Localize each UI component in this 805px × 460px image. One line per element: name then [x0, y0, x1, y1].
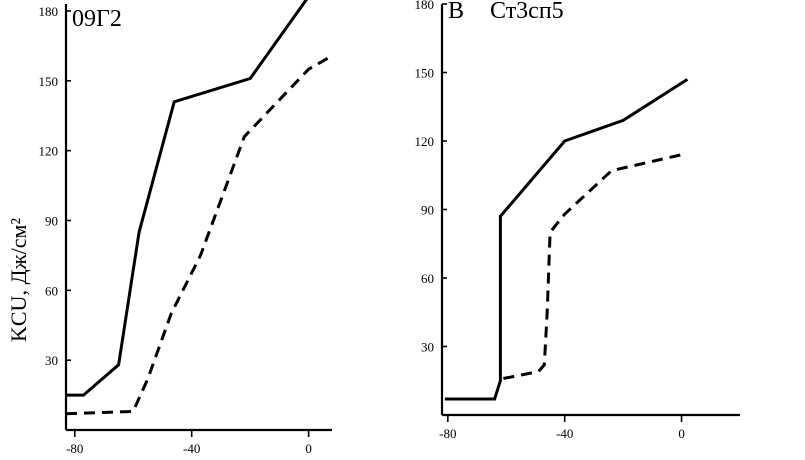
right-panel-title: Ст3сп5 — [490, 0, 564, 24]
right-y-tick-label: 180 — [415, 0, 435, 12]
right-y-tick-label: 60 — [421, 271, 434, 286]
left-x-tick-label: -80 — [66, 441, 83, 456]
left-x-tick-label: -40 — [183, 441, 200, 456]
right-dashed-series-line — [503, 153, 682, 380]
left-y-tick-label: 180 — [39, 4, 59, 19]
left-dashed-series-line — [65, 56, 330, 416]
right-x-tick-label: 0 — [678, 426, 685, 441]
right-solid-series-line — [444, 78, 689, 401]
left-y-tick-label: 60 — [45, 283, 58, 298]
left-panel: 30 60 90 120 150 180 -80 -40 0 09Г2 — [39, 0, 332, 456]
left-y-tick-label: 30 — [45, 353, 58, 368]
left-y-tick-label: 120 — [39, 144, 59, 159]
right-panel-letter: B — [448, 0, 464, 24]
left-solid-series-line — [66, 0, 308, 397]
left-y-tick-label: 150 — [39, 74, 59, 89]
right-y-tick-label: 30 — [421, 340, 434, 355]
right-y-tick-label: 150 — [415, 66, 435, 81]
right-y-tick-label: 120 — [415, 134, 435, 149]
right-panel: 30 60 90 120 150 180 -80 -40 0 B Ст3сп5 — [415, 0, 740, 441]
right-y-tick-label: 90 — [421, 203, 434, 218]
right-x-tick-label: -80 — [439, 426, 456, 441]
left-y-tick-label: 90 — [45, 213, 58, 228]
left-panel-title: 09Г2 — [72, 6, 122, 32]
left-x-tick-label: 0 — [305, 441, 312, 456]
right-x-tick-label: -40 — [556, 426, 573, 441]
y-axis-label: KCU, Дж/см² — [6, 218, 31, 342]
